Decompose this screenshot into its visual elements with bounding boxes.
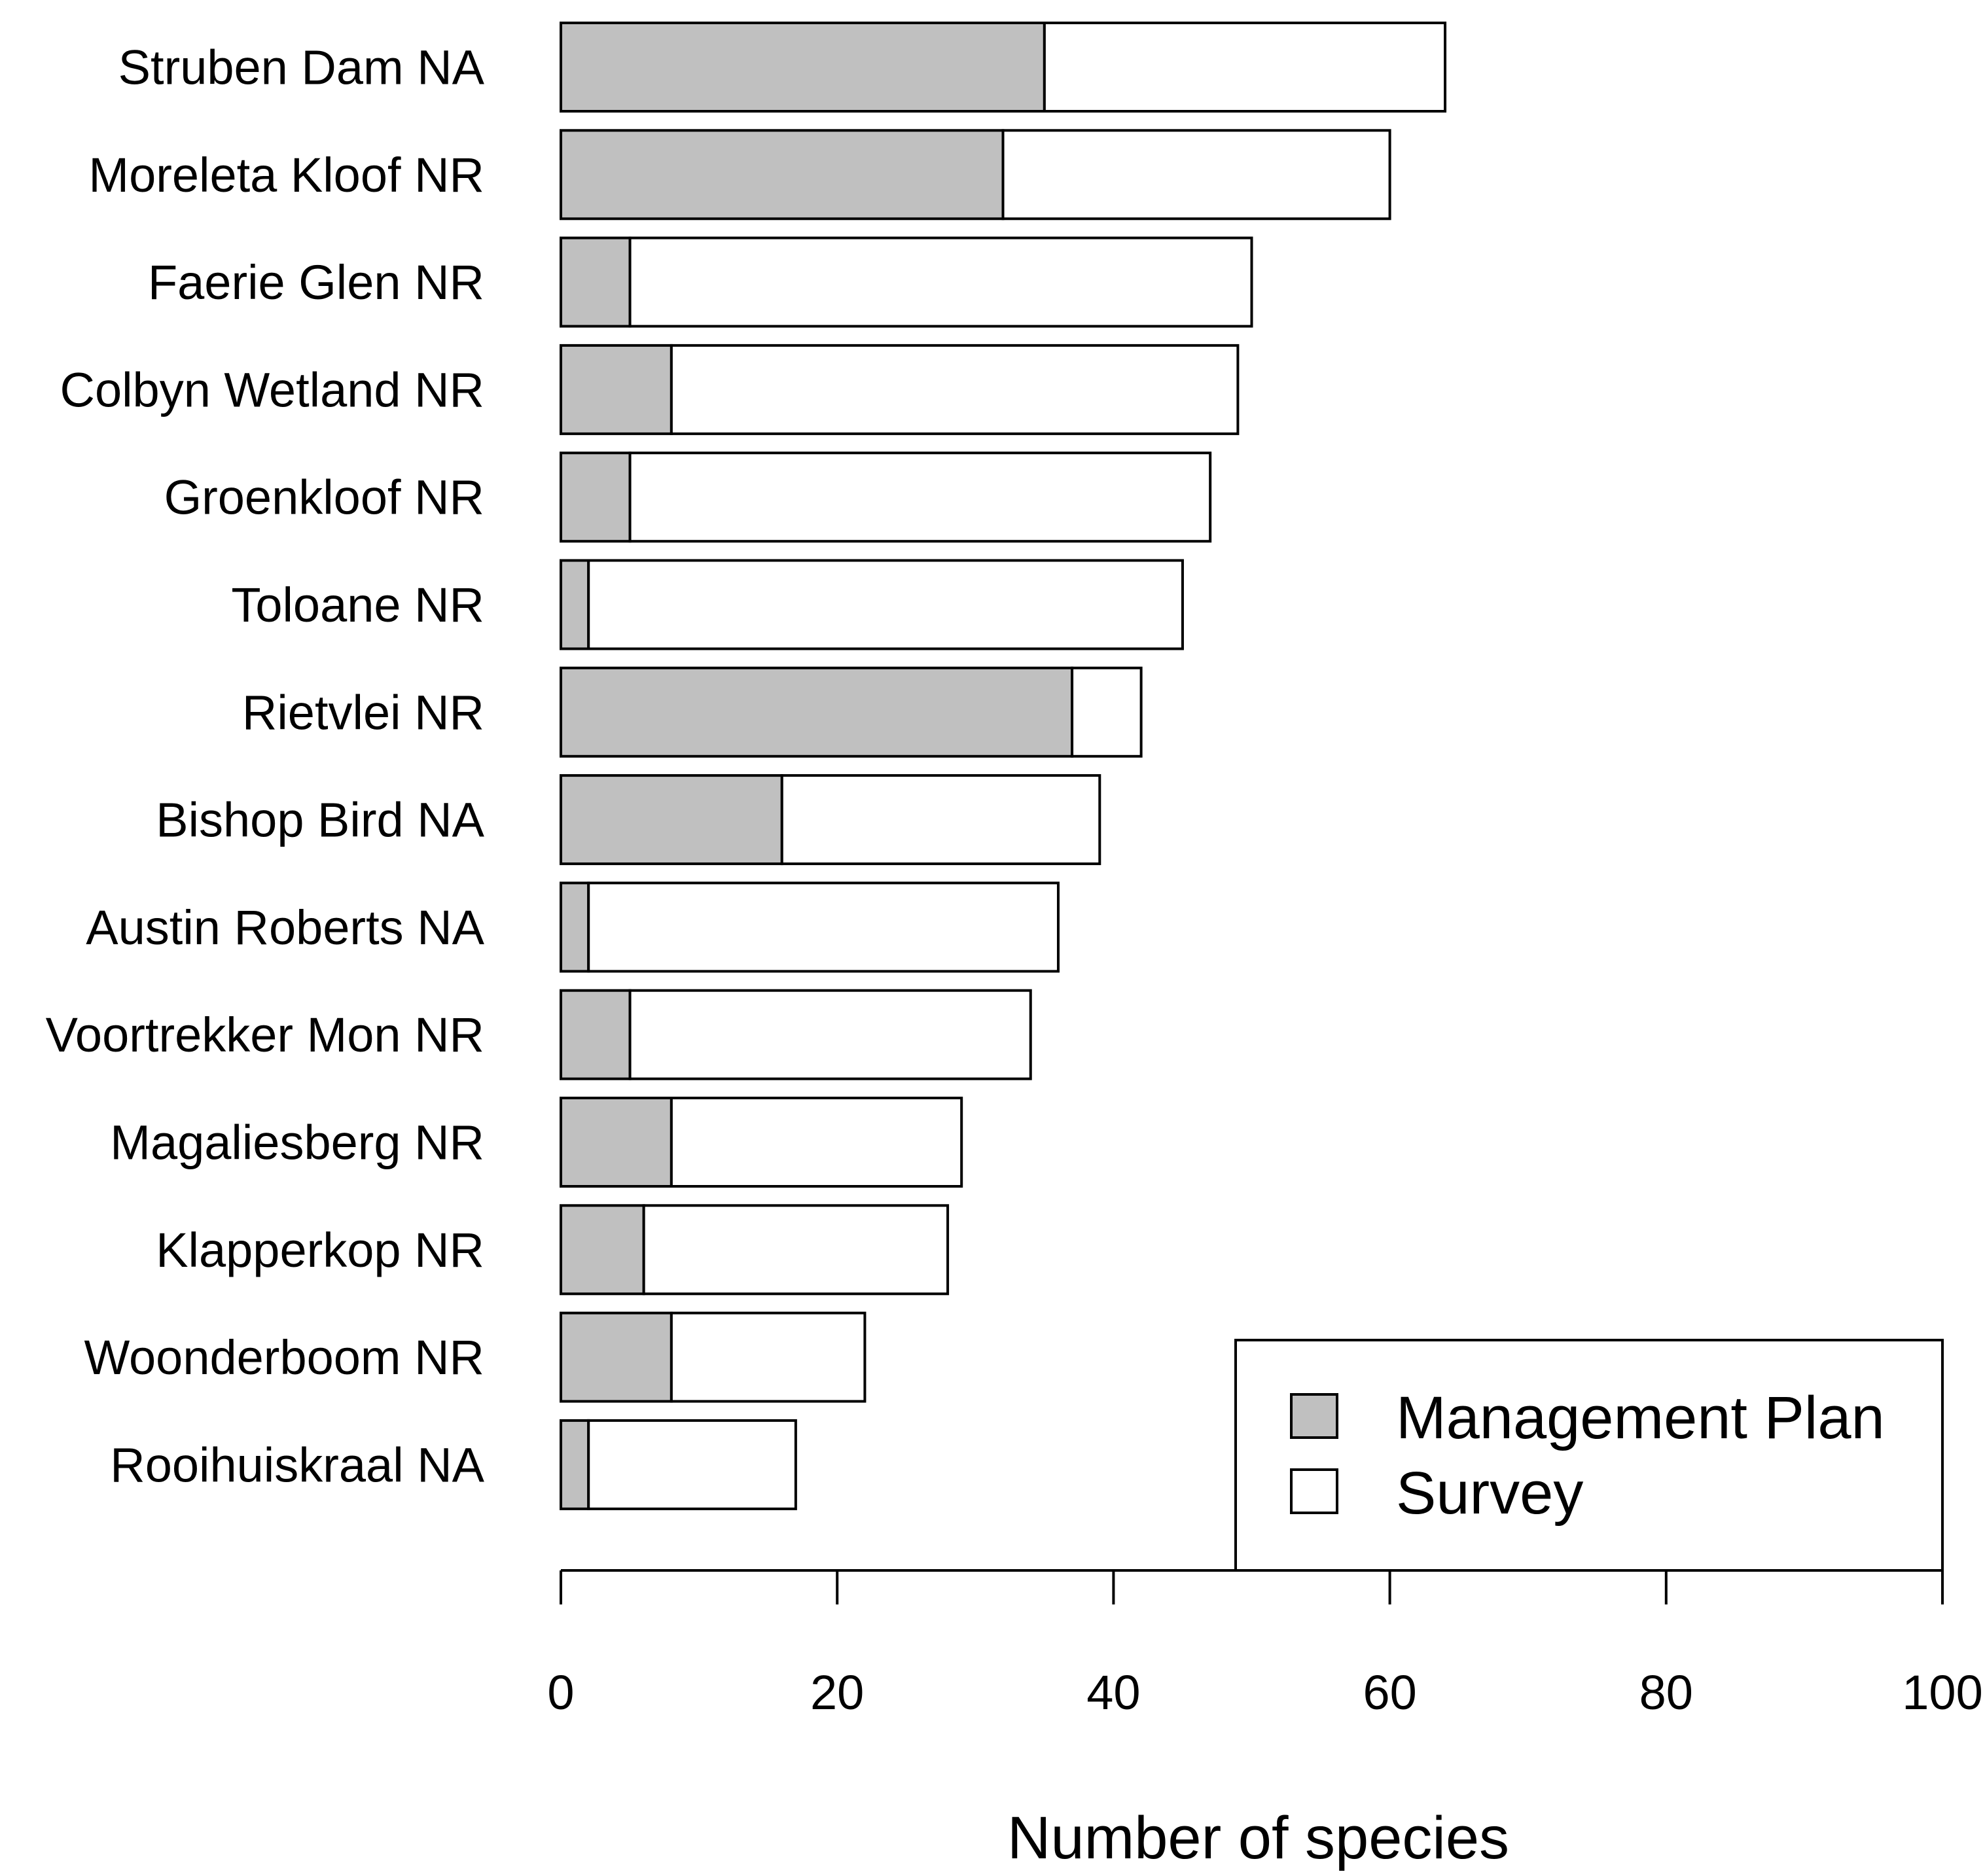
x-tick-label: 60 [1363,1665,1416,1720]
category-label: Rooihuiskraal NA [110,1438,484,1492]
bar-survey-13 [587,1419,797,1510]
category-label: Groenkloof NR [164,470,484,525]
bar-management-plan-2 [560,236,632,328]
bar-management-plan-9 [560,989,632,1080]
bar-management-plan-1 [560,129,1005,221]
bar-management-plan-13 [560,1419,590,1510]
bar-survey-6 [1071,666,1143,758]
bar-survey-9 [628,989,1032,1080]
legend-box [1234,1339,1944,1572]
bar-management-plan-6 [560,666,1074,758]
x-axis-title: Number of species [1007,1805,1509,1871]
category-label: Bishop Bird NA [156,793,484,847]
bar-management-plan-7 [560,774,783,866]
bar-management-plan-5 [560,559,590,650]
bar-survey-4 [628,451,1212,543]
legend-label: Survey [1396,1460,1583,1527]
x-tick-label: 80 [1639,1665,1693,1720]
category-label: Klapperkop NR [156,1223,484,1277]
x-tick-label: 40 [1086,1665,1140,1720]
bar-survey-7 [780,774,1101,866]
bar-management-plan-10 [560,1097,673,1188]
category-label: Moreleta Kloof NR [88,148,484,202]
category-label: Woonderboom NR [84,1330,484,1385]
legend: Management Plan Survey [1234,1339,1944,1572]
bar-management-plan-11 [560,1204,645,1296]
category-label: Struben Dam NA [118,41,485,95]
legend-swatch-management-plan [1290,1393,1338,1439]
bar-survey-1 [1001,129,1391,221]
x-tick-label: 100 [1902,1665,1982,1720]
bar-survey-3 [670,344,1240,435]
category-label: Rietvlei NR [242,685,484,739]
category-label: Austin Roberts NA [86,900,484,955]
bar-survey-11 [642,1204,950,1296]
category-labels: Struben Dam NA Moreleta Kloof NR Faerie Gl… [46,41,485,1493]
legend-swatch-survey [1290,1468,1338,1514]
bar-survey-5 [587,559,1184,650]
category-label: Toloane NR [231,578,484,632]
bar-management-plan-3 [560,344,673,435]
bar-management-plan-8 [560,881,590,973]
legend-label: Management Plan [1396,1385,1885,1451]
x-tick-label: 20 [810,1665,864,1720]
bars-layer [560,22,1447,1510]
x-tick-label: 0 [547,1665,574,1720]
category-label: Magaliesberg NR [110,1116,484,1170]
bar-management-plan-0 [560,22,1046,113]
bar-management-plan-4 [560,451,632,543]
category-label: Voortrekker Mon NR [46,1008,484,1062]
bar-management-plan-12 [560,1311,673,1403]
bar-survey-2 [628,236,1253,328]
category-label: Colbyn Wetland NR [60,363,484,417]
bar-survey-10 [670,1097,963,1188]
category-label: Faerie Glen NR [148,255,484,310]
x-axis: 0 20 40 60 80 100 Number of species [547,1569,1983,1871]
bar-survey-8 [587,881,1060,973]
bar-survey-0 [1043,22,1447,113]
bar-survey-12 [670,1311,867,1403]
